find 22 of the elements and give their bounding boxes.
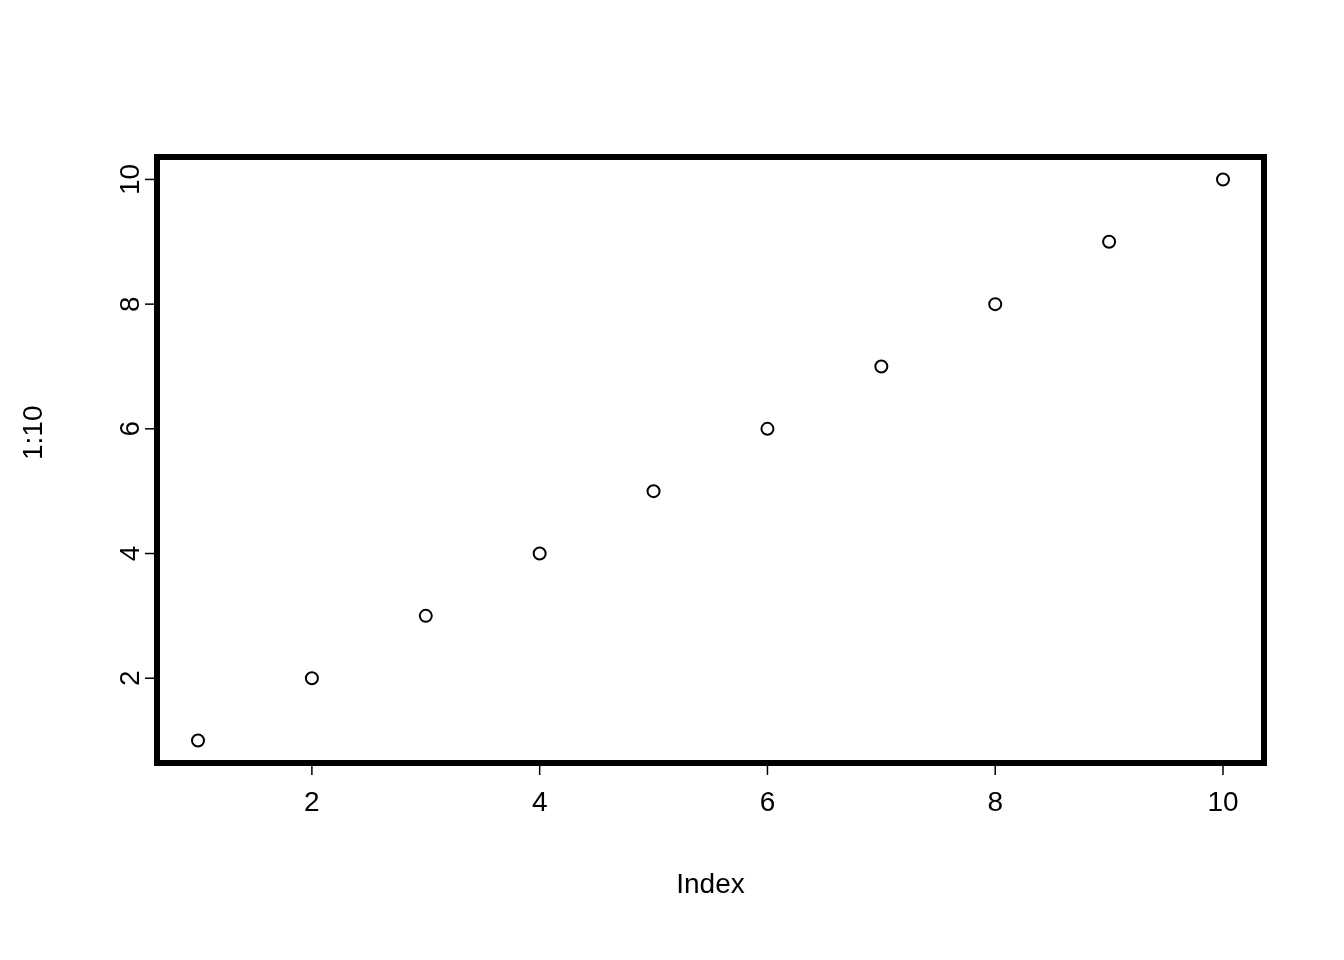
y-axis-title: 1:10 — [16, 405, 48, 460]
point — [418, 608, 433, 623]
y-tick-label: 10 — [114, 163, 145, 196]
point — [760, 421, 775, 436]
point — [532, 546, 547, 561]
x-tick-label: 4 — [531, 785, 548, 817]
point — [646, 484, 661, 499]
point — [304, 671, 319, 686]
point — [191, 733, 205, 748]
x-tick-label: 10 — [1207, 785, 1239, 817]
y-tick-label: 8 — [114, 296, 145, 312]
point — [988, 297, 1003, 312]
y-tick-label: 6 — [114, 421, 145, 437]
point — [1102, 234, 1117, 249]
x-tick-label: 2 — [304, 785, 320, 817]
x-axis-title: Index — [676, 867, 745, 899]
point — [1216, 172, 1230, 187]
x-tick-label: 6 — [759, 785, 776, 817]
y-tick-label: 4 — [114, 545, 145, 562]
x-tick-label: 8 — [987, 785, 1004, 817]
point — [874, 359, 889, 374]
y-tick-label: 2 — [114, 670, 145, 686]
